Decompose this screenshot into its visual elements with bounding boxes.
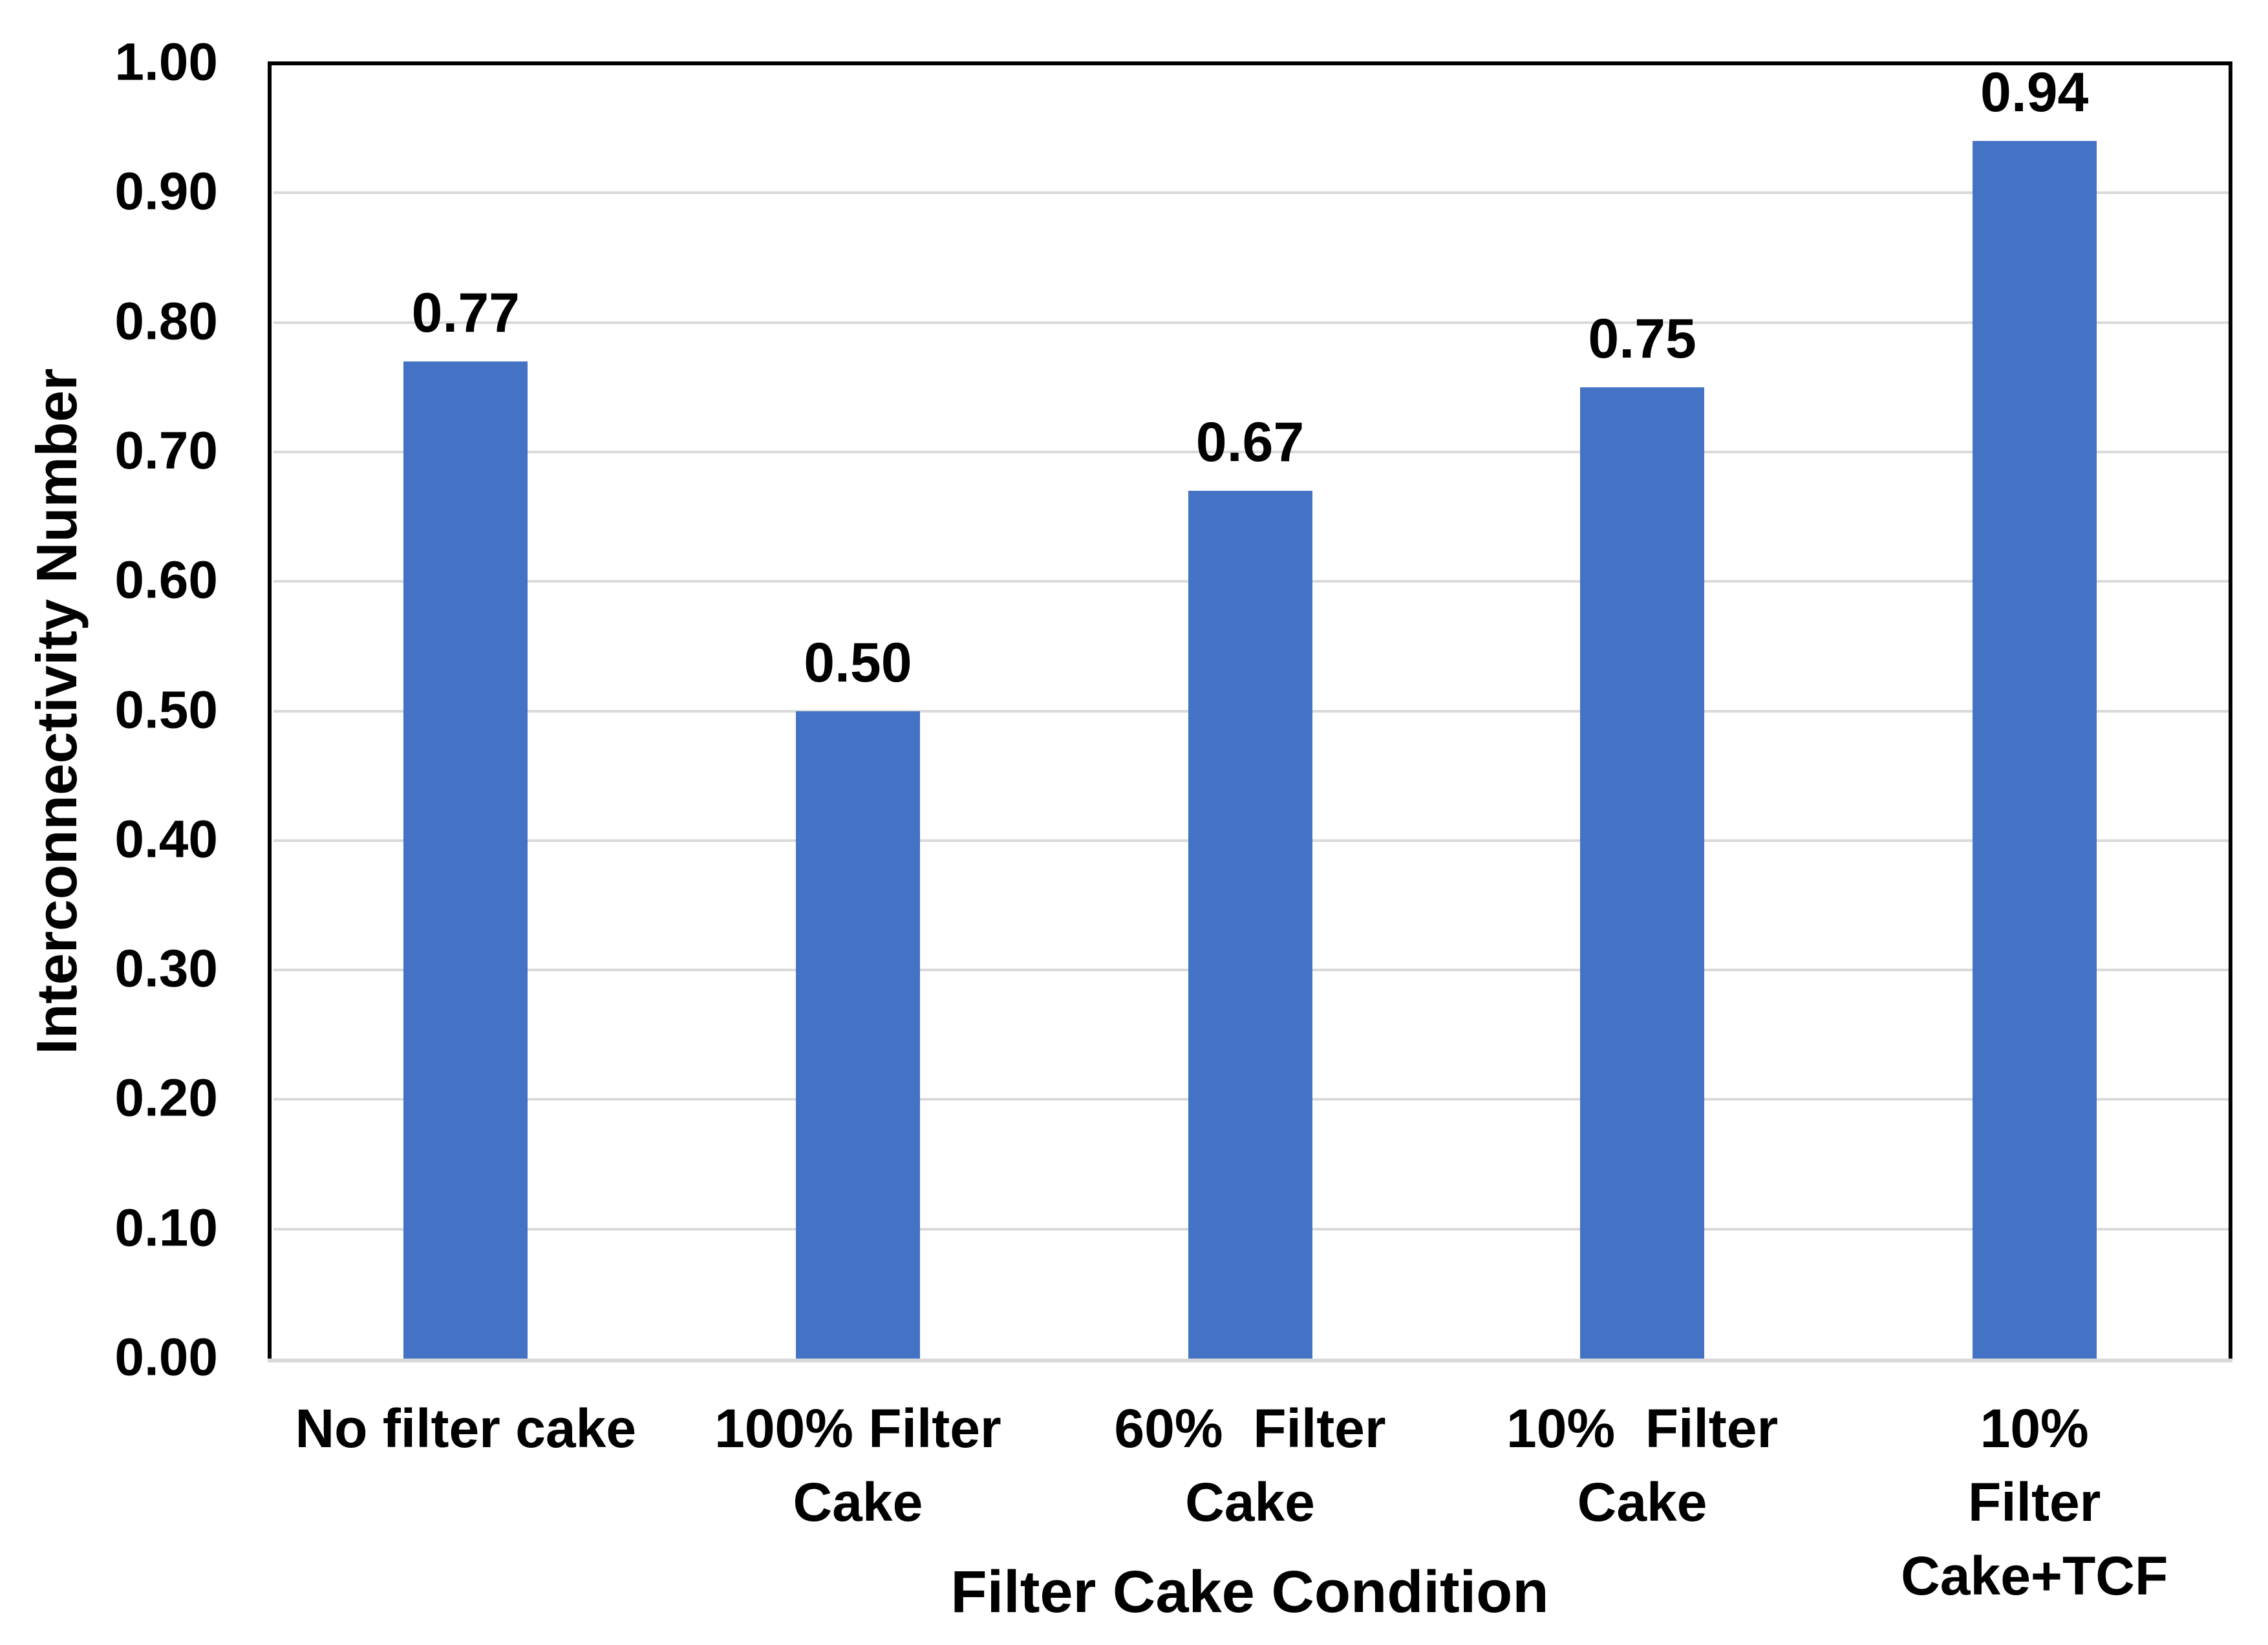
y-tick-label: 0.40 [114, 810, 218, 869]
y-tick-label: 0.20 [114, 1068, 218, 1128]
bar [1188, 490, 1312, 1359]
y-tick-label: 0.30 [114, 939, 218, 998]
x-category-label: 10% Filter Cake+TCF [1901, 1398, 2168, 1607]
x-category-label: 10% Filter Cake [1506, 1398, 1779, 1533]
bar-value-label: 0.94 [1980, 61, 2089, 124]
y-tick-label: 0.80 [114, 291, 218, 350]
y-tick-label: 1.00 [114, 32, 218, 92]
gridline [273, 450, 2231, 453]
plot-border-left [268, 61, 272, 1360]
plot-border-right [2229, 61, 2232, 1360]
x-category-label: 100% Filter Cake [714, 1398, 1001, 1533]
y-tick-label: 0.50 [114, 680, 218, 739]
y-tick-label: 0.70 [114, 421, 218, 480]
y-tick-label: 0.60 [114, 550, 218, 610]
y-axis-title: Interconnectivity Number [25, 368, 89, 1055]
x-axis-title: Filter Cake Condition [950, 1559, 1549, 1625]
bar-value-label: 0.50 [804, 631, 912, 694]
bar-value-label: 0.67 [1195, 411, 1305, 473]
x-axis-line [268, 1359, 2232, 1362]
x-category-label: No filter cake [295, 1398, 637, 1459]
plot-border-top [268, 61, 2232, 65]
gridline [273, 191, 2231, 195]
gridline [273, 321, 2231, 324]
bar-value-label: 0.77 [411, 281, 520, 344]
y-tick-label: 0.00 [114, 1328, 218, 1387]
bar [403, 361, 528, 1359]
y-tick-label: 0.10 [114, 1198, 218, 1258]
y-tick-label: 0.90 [114, 162, 218, 221]
bar-value-label: 0.75 [1588, 307, 1696, 370]
x-category-label: 60% Filter Cake [1114, 1398, 1386, 1533]
bar [795, 711, 920, 1359]
bar [1580, 387, 1705, 1359]
bar [1972, 141, 2097, 1359]
